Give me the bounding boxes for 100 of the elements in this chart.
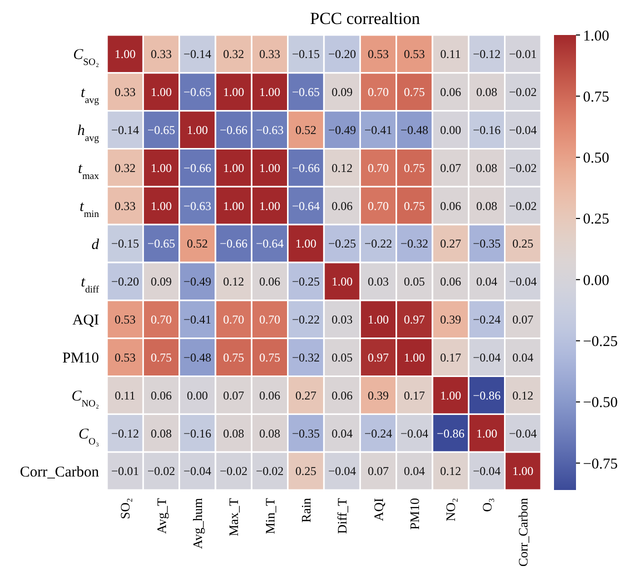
data-label: −0.02 (509, 198, 537, 213)
data-label: 0.39 (440, 312, 462, 327)
data-label: −0.86 (436, 426, 464, 440)
y-tick-label: t$_{max}$ (78, 160, 100, 182)
color-bar-label: 0.50 (583, 150, 610, 167)
data-label: −0.66 (292, 160, 320, 175)
data-label: 0.04 (512, 350, 534, 364)
data-label: 0.06 (259, 274, 280, 289)
data-label: −0.64 (292, 198, 320, 213)
data-label: −0.48 (184, 350, 212, 364)
x-tick-label: Avg_T (154, 498, 169, 534)
data-label: −0.48 (400, 122, 428, 137)
data-label: −0.16 (472, 122, 501, 137)
data-label: 0.06 (259, 388, 280, 402)
color-bar-label: 0.75 (583, 89, 610, 106)
data-label: −0.22 (364, 236, 392, 251)
data-label: 0.70 (368, 85, 389, 100)
data-label: 0.06 (150, 388, 172, 402)
data-label: 1.00 (259, 198, 280, 213)
data-label: −0.25 (328, 236, 356, 251)
x-tick-label: Max_T (226, 498, 242, 536)
data-label: 0.12 (223, 274, 244, 289)
data-label: 0.06 (332, 198, 353, 213)
data-label: 0.07 (223, 388, 244, 402)
data-label: −0.63 (256, 122, 284, 137)
data-label: 0.08 (150, 426, 172, 440)
data-label: 0.75 (404, 160, 425, 175)
data-label: 0.12 (332, 160, 353, 175)
data-label: 0.06 (332, 388, 353, 402)
data-label: 1.00 (223, 85, 244, 100)
data-label: 0.06 (440, 198, 462, 213)
color-bar-label: −0.75 (583, 456, 618, 472)
data-label: 0.09 (150, 274, 172, 289)
data-label: 0.07 (368, 464, 389, 478)
data-label: 0.25 (295, 464, 316, 478)
data-label: 1.00 (186, 122, 208, 137)
data-label: 0.03 (332, 312, 353, 327)
data-label: −0.32 (400, 236, 428, 251)
x-tick-label: NO₂ (443, 498, 458, 522)
data-label: 0.33 (259, 47, 280, 62)
data-label: −0.24 (472, 312, 501, 327)
data-label: 0.07 (512, 312, 534, 327)
data-label: −0.04 (472, 464, 501, 478)
data-label: 0.33 (114, 85, 136, 100)
y-tick-label: Corr_Carbon (20, 464, 100, 480)
data-label: −0.20 (328, 47, 356, 62)
data-label: 0.27 (440, 236, 462, 251)
color-bar-label: 0.25 (583, 212, 610, 228)
data-label: 0.11 (114, 388, 136, 402)
data-label: 0.97 (368, 350, 389, 364)
data-label: 1.00 (332, 274, 353, 289)
data-label: −0.86 (472, 388, 501, 402)
data-label: 0.05 (332, 350, 353, 364)
y-tick-label: C$_{NO₂}$ (72, 388, 99, 409)
data-label: 0.12 (440, 464, 462, 478)
data-label: 0.75 (150, 350, 172, 364)
data-label: −0.02 (509, 160, 537, 175)
data-label: 0.53 (368, 47, 389, 62)
data-label: −0.65 (184, 85, 212, 100)
data-label: 0.04 (332, 426, 353, 440)
data-label: 0.70 (259, 312, 280, 327)
data-label: 1.00 (259, 160, 280, 175)
data-label: 0.04 (476, 274, 498, 289)
data-label: −0.24 (364, 426, 392, 440)
y-tick-label: t$_{diff}$ (80, 274, 100, 296)
data-label: −0.04 (472, 350, 501, 364)
data-label: 0.75 (259, 350, 280, 364)
data-label: 0.08 (223, 426, 244, 440)
data-label: 0.52 (186, 236, 208, 251)
data-label: −0.41 (364, 122, 392, 137)
data-label: 1.00 (440, 388, 462, 402)
data-label: 0.09 (332, 85, 353, 100)
data-label: 0.32 (223, 47, 244, 62)
data-label: −0.12 (111, 426, 139, 440)
data-label: 1.00 (150, 198, 172, 213)
x-tick-label: PM10 (406, 498, 422, 530)
data-label: 0.27 (295, 388, 316, 402)
color-bar-label: 0.00 (583, 272, 610, 289)
color-bar-label: −0.50 (583, 395, 618, 412)
y-tick-label: h$_{avg}$ (77, 123, 100, 144)
data-label: 0.70 (223, 312, 244, 327)
data-label: 1.00 (223, 198, 244, 213)
data-label: 0.32 (114, 160, 136, 175)
x-tick-label: SO₂ (118, 498, 133, 520)
data-label: −0.49 (184, 274, 212, 289)
data-label: 0.12 (512, 388, 534, 402)
data-label: 1.00 (295, 236, 316, 251)
y-tick-label: d (92, 236, 100, 253)
y-tick-label: C$_{SO₂}$ (73, 47, 99, 68)
data-label: −0.04 (400, 426, 428, 440)
data-label: −0.16 (184, 426, 212, 440)
data-label: −0.20 (111, 274, 139, 289)
data-label: 1.00 (368, 312, 389, 327)
data-label: 0.75 (404, 85, 425, 100)
y-tick-label: AQI (72, 312, 99, 329)
data-label: −0.14 (184, 47, 212, 62)
data-label: −0.25 (292, 274, 320, 289)
data-label: 0.08 (259, 426, 280, 440)
data-label: −0.04 (184, 464, 212, 478)
data-label: 0.07 (440, 160, 462, 175)
